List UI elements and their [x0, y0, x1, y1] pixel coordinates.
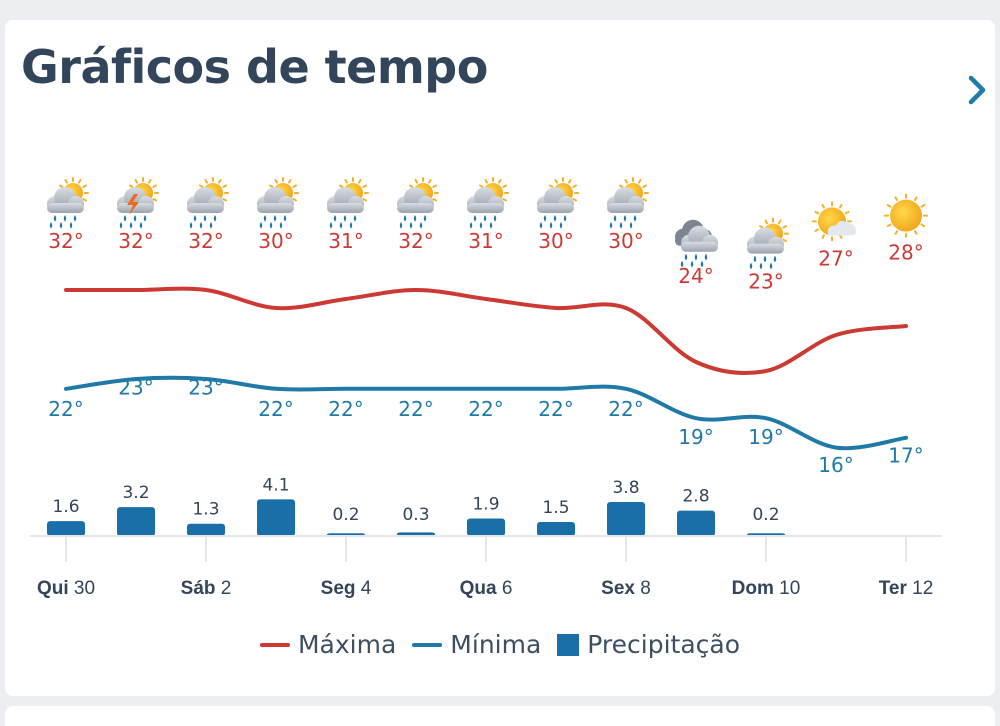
max-temp-label: 23°: [748, 270, 783, 294]
x-tick-label: Qui 30: [37, 578, 95, 599]
weather-card: [5, 20, 995, 696]
chart-legend: Máxima Mínima Precipitação: [0, 630, 1000, 659]
rain-sun-icon: [537, 177, 579, 229]
precip-bar: [117, 507, 155, 536]
max-temp-label: 27°: [818, 246, 853, 270]
precip-bar: [187, 523, 225, 536]
precip-label: 1.3: [192, 500, 219, 520]
precip-label: 3.2: [122, 483, 149, 503]
precip-label: 2.8: [682, 487, 709, 507]
min-temp-label: 23°: [188, 376, 223, 400]
precip-label: 1.5: [542, 498, 569, 518]
legend-label-min: Mínima: [450, 630, 542, 659]
rain-sun-icon: [747, 217, 789, 270]
rain-sun-icon: [187, 177, 229, 229]
rain-sun-icon: [467, 177, 509, 229]
legend-label-max: Máxima: [297, 630, 397, 659]
min-temp-label: 22°: [538, 397, 573, 421]
chevron-right-icon[interactable]: [962, 70, 992, 110]
legend-item-precip: Precipitação: [557, 630, 740, 659]
precip-label: 0.3: [402, 505, 429, 525]
min-temp-label: 22°: [328, 397, 363, 421]
max-temp-label: 31°: [468, 229, 503, 253]
next-card-edge: [5, 706, 995, 726]
storm-sun-icon: [117, 177, 159, 229]
x-tick-label: Sex 8: [601, 578, 651, 599]
partly-cloudy-icon: [812, 201, 856, 242]
legend-item-min: Mínima: [412, 630, 541, 659]
legend-swatch-max: [259, 642, 290, 647]
min-temp-label: 16°: [818, 453, 853, 477]
x-tick-label: Ter 12: [879, 578, 934, 599]
min-temp-label: 17°: [888, 444, 923, 468]
legend-label-precip: Precipitação: [587, 630, 741, 659]
precip-bar: [47, 521, 85, 536]
precip-bar: [677, 510, 715, 536]
legend-swatch-precip: [557, 633, 580, 656]
max-temp-label: 32°: [48, 229, 83, 253]
max-temp-label: 30°: [258, 229, 293, 253]
min-temp-label: 19°: [678, 425, 713, 449]
rain-sun-icon: [327, 177, 369, 229]
max-temp-label: 32°: [398, 229, 433, 253]
max-temp-label: 32°: [118, 229, 153, 253]
precip-bar: [607, 501, 645, 536]
precip-bar: [537, 521, 575, 536]
precip-label: 4.1: [262, 475, 289, 495]
x-tick-label: Dom 10: [732, 578, 801, 599]
precip-label: 1.9: [472, 494, 499, 514]
precip-label: 3.8: [612, 478, 639, 498]
precip-bar: [467, 518, 505, 536]
max-temp-label: 24°: [678, 264, 713, 288]
min-temp-label: 22°: [608, 397, 643, 421]
min-temp-label: 22°: [48, 397, 83, 421]
max-temp-label: 31°: [328, 229, 363, 253]
precip-label: 0.2: [752, 505, 779, 525]
rain-sun-icon: [47, 177, 89, 229]
x-tick-label: Seg 4: [321, 578, 372, 599]
legend-swatch-min: [412, 642, 443, 647]
precip-label: 0.2: [332, 505, 359, 525]
rain-cloud-icon: [675, 219, 718, 268]
max-temp-label: 30°: [608, 229, 643, 253]
min-temp-line: [64, 375, 908, 451]
max-temp-label: 32°: [188, 229, 223, 253]
x-tick-label: Qua 6: [460, 578, 513, 599]
rain-sun-icon: [257, 177, 299, 229]
min-temp-label: 22°: [468, 397, 503, 421]
sun-icon: [884, 193, 928, 238]
min-temp-label: 23°: [118, 376, 153, 400]
legend-item-max: Máxima: [259, 630, 397, 659]
min-temp-label: 22°: [398, 397, 433, 421]
page-title: Gráficos de tempo: [21, 40, 488, 94]
precip-bar: [257, 499, 295, 536]
x-tick-label: Sáb 2: [181, 578, 232, 599]
max-temp-label: 28°: [888, 241, 923, 265]
min-temp-label: 22°: [258, 397, 293, 421]
max-temp-label: 30°: [538, 229, 573, 253]
max-temp-line: [64, 286, 908, 375]
min-temp-label: 19°: [748, 425, 783, 449]
rain-sun-icon: [607, 177, 649, 229]
rain-sun-icon: [397, 177, 439, 229]
precip-label: 1.6: [52, 497, 79, 517]
